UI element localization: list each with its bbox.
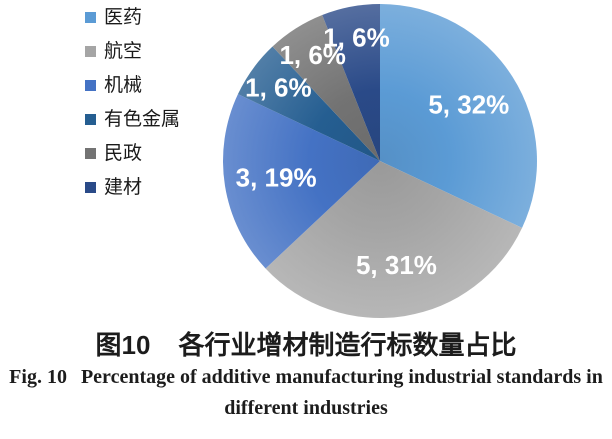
legend-swatch-icon — [85, 114, 96, 125]
legend-label: 医药 — [104, 7, 143, 28]
pie-slice-0 — [380, 4, 537, 228]
legend-item-0: 医药 — [85, 6, 180, 29]
legend-swatch-icon — [85, 12, 96, 23]
pie-data-label-2: 3, 19% — [236, 163, 317, 193]
legend-item-1: 航空 — [85, 40, 180, 63]
pie-slice-1 — [265, 161, 523, 319]
pie-data-label-1: 5, 31% — [356, 250, 437, 280]
legend-swatch-icon — [85, 46, 96, 57]
pie-slice-5 — [322, 4, 380, 161]
legend-item-5: 建材 — [85, 176, 180, 199]
pie-data-label-0: 5, 32% — [428, 90, 509, 120]
pie-data-label-5: 1, 6% — [323, 23, 390, 53]
legend-label: 机械 — [104, 75, 143, 96]
legend-item-4: 民政 — [85, 142, 180, 165]
pie-slice-2 — [222, 94, 380, 269]
legend-item-2: 机械 — [85, 74, 180, 97]
pie-chart: 5, 32%5, 31%3, 19%1, 6%1, 6%1, 6% — [222, 4, 537, 319]
caption-zh-fig-label: 图10 — [95, 330, 151, 360]
caption-en-line1: Fig. 10 Percentage of additive manufactur… — [0, 362, 612, 393]
caption-en-text: Percentage of additive manufacturing ind… — [80, 366, 603, 388]
pie-data-label-4: 1, 6% — [279, 40, 346, 70]
legend-item-3: 有色金属 — [85, 108, 180, 131]
pie-data-label-3: 1, 6% — [245, 72, 312, 102]
caption-zh-line: 图10 各行业增材制造行标数量占比 — [0, 328, 612, 362]
pie-slice-3 — [237, 46, 380, 161]
legend-swatch-icon — [85, 80, 96, 91]
figure-caption: 图10 各行业增材制造行标数量占比 Fig. 10 Percentage of ad… — [0, 328, 612, 424]
caption-en-line2: different industries — [224, 397, 388, 419]
legend-swatch-icon — [85, 148, 96, 159]
caption-en-fig-label: Fig. 10 — [9, 366, 67, 388]
legend-swatch-icon — [85, 182, 96, 193]
pie-slice-4 — [272, 15, 380, 162]
legend-label: 建材 — [104, 177, 143, 198]
caption-zh-title: 各行业增材制造行标数量占比 — [178, 330, 517, 360]
legend-label: 航空 — [104, 41, 143, 62]
legend-label: 有色金属 — [104, 109, 181, 130]
legend-label: 民政 — [104, 143, 143, 164]
chart-legend: 医药航空机械有色金属民政建材 — [85, 6, 180, 199]
